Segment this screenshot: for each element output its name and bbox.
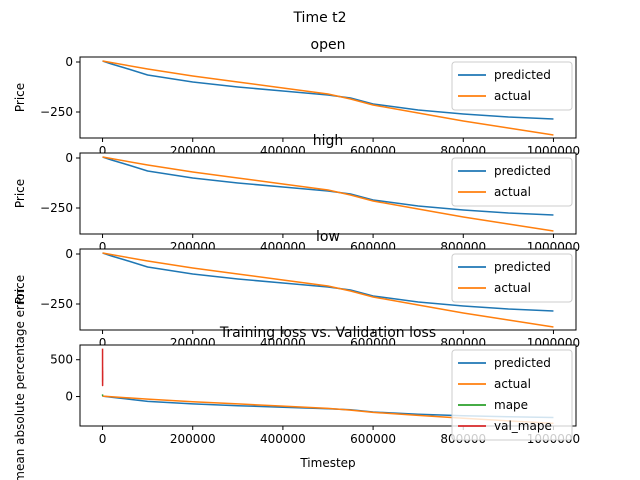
y-tick-label: −250 [40,201,73,215]
legend-label: actual [494,89,531,103]
legend: predicted actual [451,253,573,303]
subplot-title: low [316,229,340,245]
subplot-title: open [311,37,346,53]
y-tick-label: 0 [65,55,73,69]
series-line-predicted [102,60,554,120]
legend: predicted actual mape val_mape [451,349,573,441]
y-axis-label: Price [13,179,27,208]
series-line-predicted [102,156,554,216]
x-tick-label: 0 [99,432,107,446]
y-tick-label: −250 [40,105,73,119]
legend-label: predicted [494,68,551,82]
y-tick-label: 0 [65,247,73,261]
legend-label: mape [494,398,528,412]
series-line-actual [102,156,554,232]
legend-label: val_mape [494,419,552,433]
series-line-actual [102,252,554,328]
subplot-grid: 0 200000 400000 600000 800000 10000000−250ope… [13,37,580,480]
x-tick-label: 0 [99,336,107,350]
legend-label: actual [494,377,531,391]
y-tick-label: 0 [65,390,73,404]
subplot-training-loss-vs-validation-loss: 020000040000060000080000010000005000Trai… [13,288,580,480]
legend-box [451,61,573,111]
legend-box [451,157,573,207]
y-axis-label: Price [13,83,27,112]
series-line-actual [102,60,554,136]
x-tick-label: 0 [99,144,107,158]
figure-suptitle: Time t2 [292,10,346,26]
subplot-title: high [313,133,344,149]
y-tick-label: 0 [65,151,73,165]
y-tick-label: −250 [40,297,73,311]
legend-box [451,349,573,441]
subplot-title: Training loss vs. Validation loss [219,325,436,341]
legend-label: predicted [494,164,551,178]
x-tick-label: 400000 [260,432,306,446]
legend-label: actual [494,281,531,295]
legend-label: actual [494,185,531,199]
y-tick-label: 500 [50,353,73,367]
y-axis-label: mean absolute percentage error [13,288,27,480]
x-tick-label: 200000 [170,432,216,446]
legend: predicted actual [451,61,573,111]
legend-label: predicted [494,260,551,274]
legend-box [451,253,573,303]
x-tick-label: 600000 [350,432,396,446]
subplot-open: 0 200000 400000 600000 800000 10000000−250ope… [13,37,580,158]
legend-label: predicted [494,356,551,370]
x-axis-label: Timestep [299,456,355,470]
y-axis-label: Price [13,275,27,304]
legend: predicted actual [451,157,573,207]
x-tick-label: 0 [99,240,107,254]
series-line-predicted [102,252,554,312]
